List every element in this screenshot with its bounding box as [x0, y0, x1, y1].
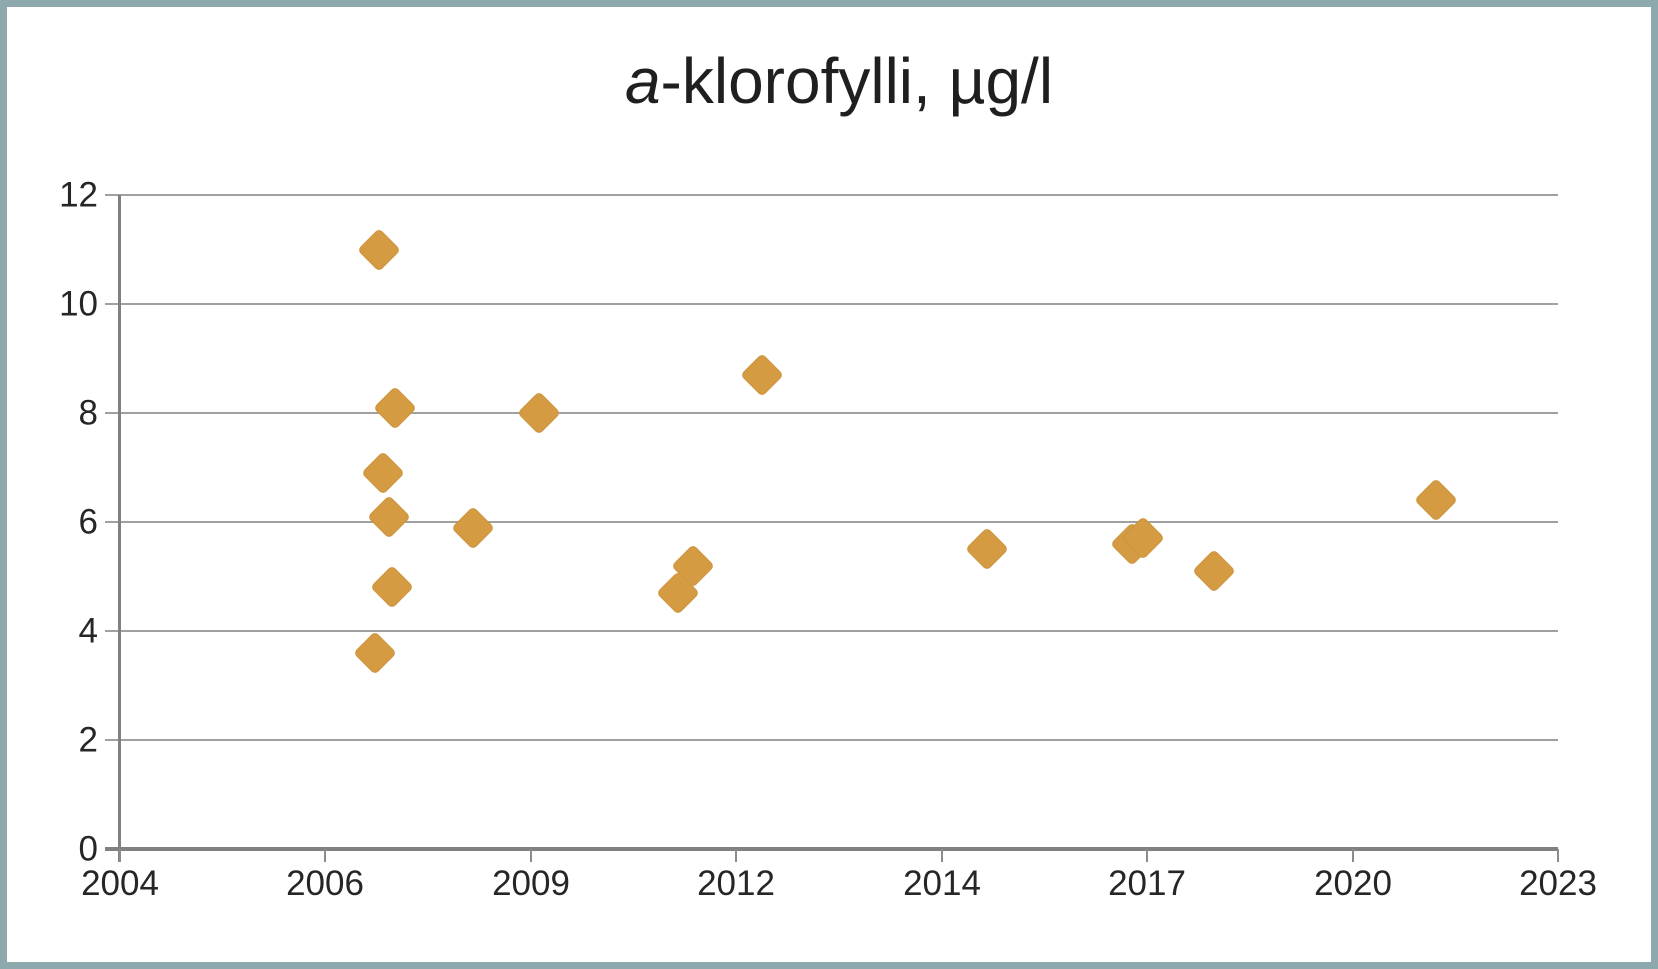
chart-background	[7, 7, 1651, 962]
gridline-y-12	[120, 194, 1558, 196]
x-axis-label-2004: 2004	[81, 864, 159, 903]
x-axis-tick-2006	[324, 849, 326, 862]
x-axis-label-2017: 2017	[1108, 864, 1186, 903]
y-axis-label-10: 10	[59, 284, 98, 324]
gridline-y-4	[120, 630, 1558, 632]
gridline-y-2	[120, 739, 1558, 741]
x-axis-label-2009: 2009	[492, 864, 570, 903]
y-axis-label-0: 0	[78, 829, 98, 869]
x-axis-tick-2009	[530, 849, 532, 862]
y-axis-tick-10	[105, 303, 120, 305]
y-axis-tick-12	[105, 194, 120, 196]
x-axis-tick-2020	[1352, 849, 1354, 862]
x-axis-tick-2012	[735, 849, 737, 862]
x-axis-tick-2017	[1146, 849, 1148, 862]
x-axis-line	[105, 847, 1558, 851]
chart-title-italic-part: a	[624, 45, 661, 117]
x-axis-tick-2023	[1557, 849, 1559, 862]
x-axis-label-2006: 2006	[286, 864, 364, 903]
y-axis-label-8: 8	[78, 393, 98, 433]
x-axis-tick-2004	[119, 849, 121, 862]
x-axis-label-2023: 2023	[1519, 864, 1597, 903]
chart-title-rest-part: -klorofylli, µg/l	[660, 45, 1054, 117]
y-axis-tick-6	[105, 521, 120, 523]
gridline-y-6	[120, 521, 1558, 523]
y-axis-label-2: 2	[78, 720, 98, 760]
x-axis-label-2014: 2014	[903, 864, 981, 903]
x-axis-label-2020: 2020	[1314, 864, 1392, 903]
y-axis-label-6: 6	[78, 502, 98, 542]
y-axis-label-4: 4	[78, 611, 98, 651]
x-axis-tick-2014	[941, 849, 943, 862]
y-axis-tick-2	[105, 739, 120, 741]
x-axis-label-2012: 2012	[697, 864, 775, 903]
gridline-y-8	[120, 412, 1558, 414]
chart-title: a-klorofylli, µg/l	[139, 44, 1539, 118]
y-axis-label-12: 12	[59, 175, 98, 215]
y-axis-tick-8	[105, 412, 120, 414]
y-axis-line	[118, 195, 121, 862]
y-axis-tick-4	[105, 630, 120, 632]
gridline-y-10	[120, 303, 1558, 305]
